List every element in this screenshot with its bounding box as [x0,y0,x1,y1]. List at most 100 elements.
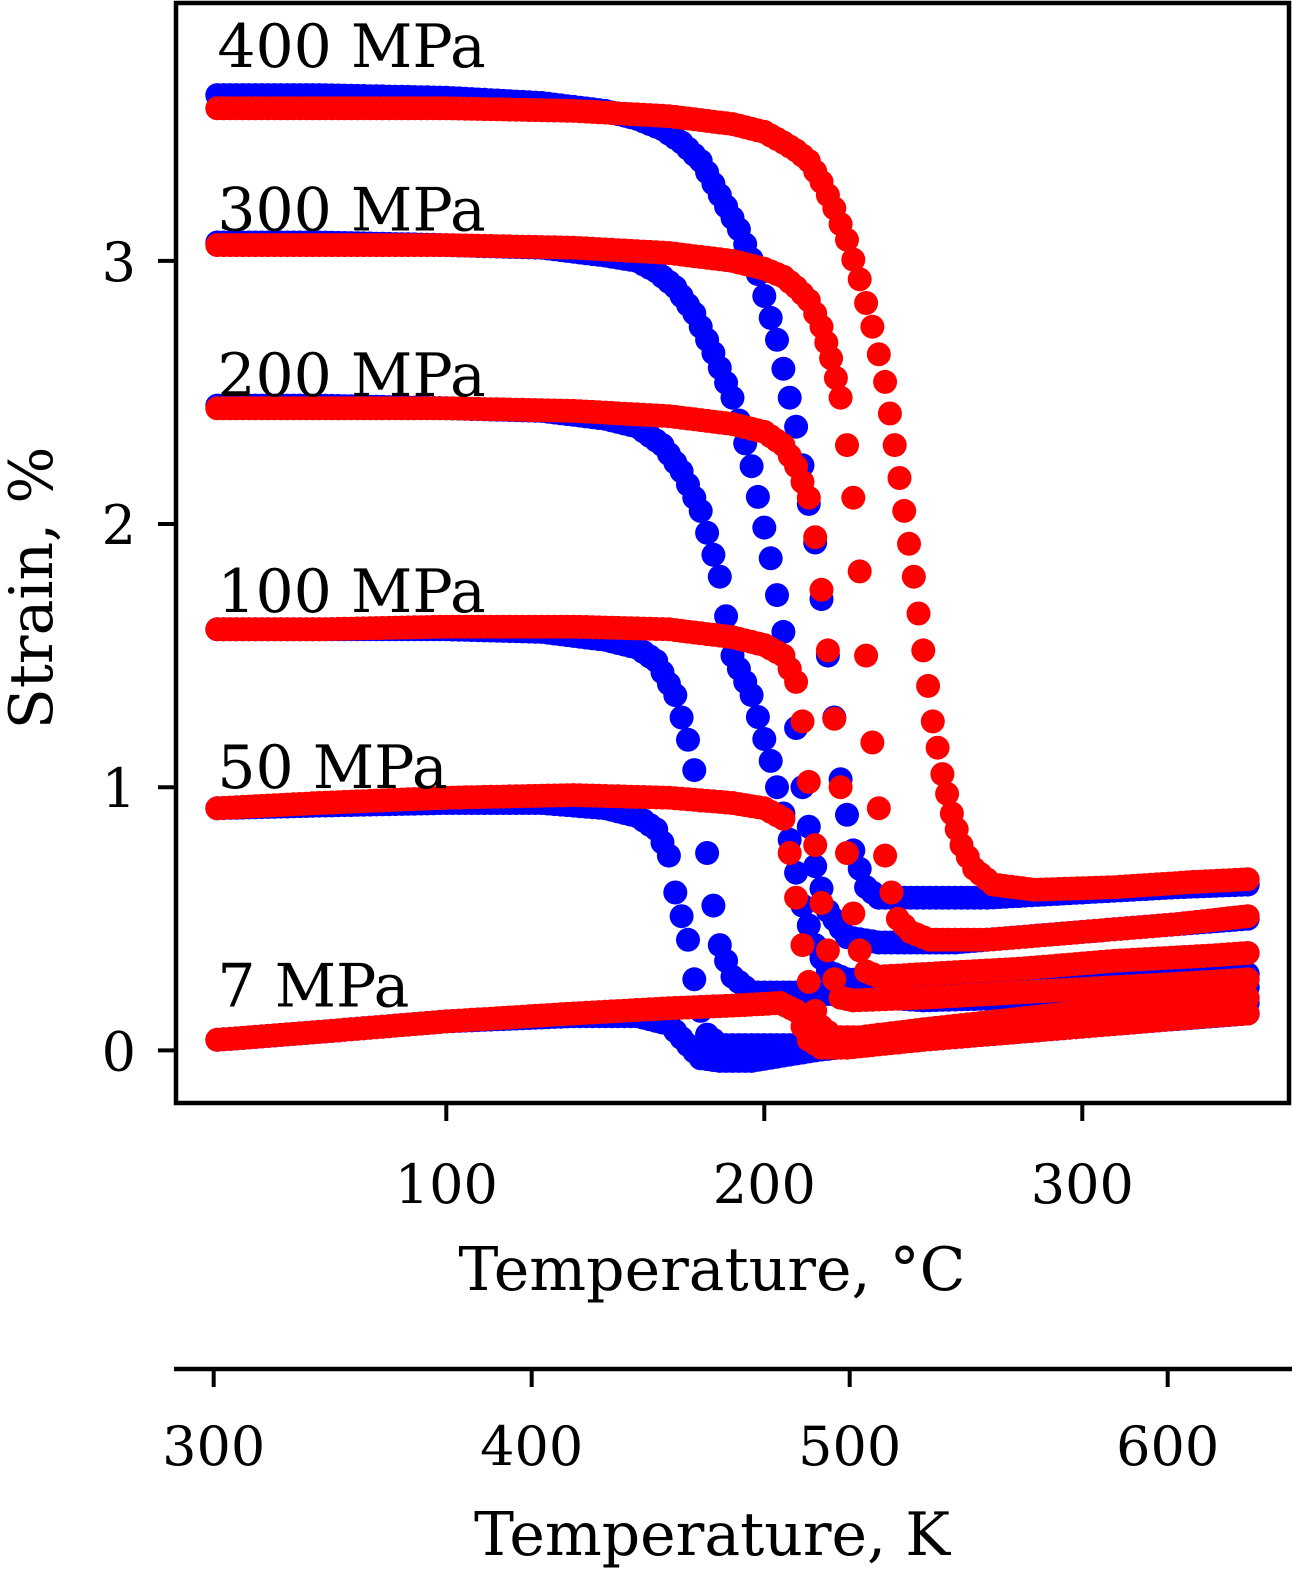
heating-point-400-mpa [873,370,897,394]
cooling-point-100-mpa [670,706,694,730]
heating-point-300-mpa [829,386,853,410]
heating-point-200-mpa [816,638,840,662]
x-tick-label: 200 [713,1153,816,1216]
cooling-point-100-mpa [701,894,725,918]
heating-point-200-mpa [841,902,865,926]
heating-point-400-mpa [867,342,891,366]
cooling-point-100-mpa [676,728,700,752]
heating-point-400-mpa [921,709,945,733]
cooling-point-200-mpa [752,727,776,751]
cooling-point-200-mpa [708,565,732,589]
heating-point-400-mpa [860,315,884,339]
heating-point-200-mpa [803,525,827,549]
curve-label-50-mpa: 50 MPa [217,733,447,803]
heating-point-50-mpa [771,807,795,831]
heating-point-400-mpa [897,532,921,556]
heating-point-400-mpa [878,402,902,426]
y-tick-label: 1 [102,757,136,820]
x-axis-title: Temperature, °C [458,1235,965,1305]
cooling-point-200-mpa [689,499,713,523]
heating-point-200-mpa [835,841,859,865]
cooling-point-100-mpa [695,841,719,865]
cooling-point-50-mpa [663,881,687,905]
cooling-point-400-mpa [778,386,802,410]
curve-label-200-mpa: 200 MPa [217,341,485,411]
curve-label-100-mpa: 100 MPa [217,557,485,627]
y-tick-label: 0 [102,1020,136,1083]
y-tick-label: 3 [102,231,136,294]
cooling-point-400-mpa [771,357,795,381]
secondary-x-tick-label: 500 [798,1415,901,1478]
cooling-point-50-mpa [676,928,700,952]
heating-point-300-mpa [1236,904,1260,928]
heating-point-100-mpa [810,891,834,915]
cooling-point-200-mpa [765,775,789,799]
curve-label-300-mpa: 300 MPa [217,175,485,245]
heating-point-200-mpa [810,578,834,602]
cooling-point-400-mpa [759,306,783,330]
y-axis-title: Strain, % [0,447,67,730]
secondary-x-ticks-layer: 300 400 500 600 [162,1369,1219,1478]
heating-point-400-mpa [888,466,912,490]
cooling-point-50-mpa [657,844,681,868]
heating-point-100-mpa [816,938,840,962]
heating-point-300-mpa [880,881,904,905]
heating-point-200-mpa [822,707,846,731]
cooling-point-400-mpa [752,284,776,308]
secondary-x-tick-label: 400 [480,1415,583,1478]
cooling-point-300-mpa [752,516,776,540]
heating-point-400-mpa [926,736,950,760]
heating-point-200-mpa [848,938,872,962]
y-tick-label: 2 [102,494,136,557]
cooling-point-400-mpa [835,803,859,827]
heating-point-300-mpa [854,644,878,668]
secondary-x-tick-label: 300 [162,1415,265,1478]
heating-point-300-mpa [860,731,884,755]
cooling-point-50-mpa [682,967,706,991]
heating-point-50-mpa [778,841,802,865]
heating-point-400-mpa [883,433,907,457]
heating-point-100-mpa [797,770,821,794]
cooling-point-200-mpa [740,683,764,707]
heating-point-7-mpa [1236,1002,1260,1026]
heating-point-400-mpa [848,267,872,291]
heating-point-300-mpa [848,559,872,583]
cooling-point-300-mpa [740,454,764,478]
heating-point-400-mpa [907,602,931,626]
heating-point-200-mpa [829,775,853,799]
heating-point-50-mpa [784,886,808,910]
heating-point-400-mpa [911,638,935,662]
heating-point-400-mpa [1236,867,1260,891]
cooling-point-200-mpa [701,543,725,567]
cooling-point-200-mpa [746,705,770,729]
cooling-point-50-mpa [670,904,694,928]
cooling-point-300-mpa [721,386,745,410]
cooling-point-200-mpa [695,521,719,545]
cooling-point-300-mpa [765,583,789,607]
heating-point-200-mpa [1236,941,1260,965]
cooling-point-100-mpa [682,758,706,782]
cooling-point-200-mpa [759,749,783,773]
heating-point-100-mpa [803,833,827,857]
heating-point-400-mpa [892,499,916,523]
heating-point-400-mpa [854,291,878,315]
secondary-x-tick-label: 600 [1116,1415,1219,1478]
heating-point-50-mpa [791,933,815,957]
cooling-point-400-mpa [765,328,789,352]
cooling-point-100-mpa [663,683,687,707]
cooling-point-300-mpa [746,485,770,509]
heating-point-300-mpa [873,844,897,868]
x-tick-label: 300 [1031,1153,1134,1216]
x-tick-label: 100 [395,1153,498,1216]
cooling-point-300-mpa [759,546,783,570]
heating-point-300-mpa [841,486,865,510]
curve-labels-layer: 400 MPa 300 MPa 200 MPa 100 MPa 50 MPa 7 MPa [217,12,485,1021]
y-ticks-layer: 0 1 2 3 [102,231,176,1083]
heating-point-100-mpa [791,709,815,733]
heating-point-300-mpa [835,433,859,457]
heating-point-50-mpa [797,970,821,994]
heating-point-200-mpa [797,486,821,510]
secondary-x-axis-title: Temperature, K [474,1500,951,1570]
heating-point-400-mpa [902,565,926,589]
